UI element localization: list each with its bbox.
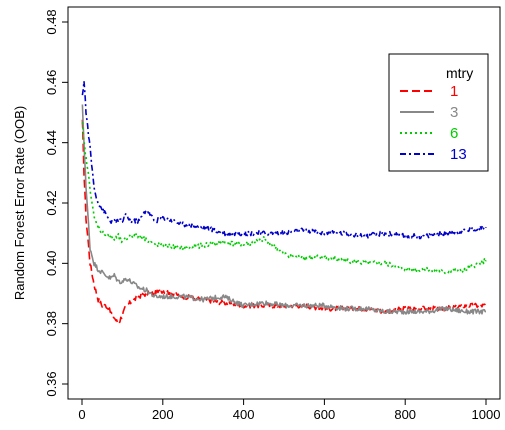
x-tick-label: 400 <box>233 407 255 422</box>
y-tick-label: 0.48 <box>44 9 59 34</box>
x-tick-label: 600 <box>314 407 336 422</box>
legend-label-3: 3 <box>450 104 458 121</box>
series-line-13 <box>81 80 487 240</box>
y-tick-label: 0.38 <box>44 311 59 336</box>
x-tick-label: 1000 <box>472 407 501 422</box>
y-tick-label: 0.36 <box>44 371 59 396</box>
y-axis-title: Random Forest Error Rate (OOB) <box>12 106 27 300</box>
y-tick-label: 0.44 <box>44 130 59 155</box>
legend-title: mtry <box>446 65 473 81</box>
legend-label-6: 6 <box>450 125 458 142</box>
series-layer <box>81 80 487 326</box>
y-tick-label: 0.42 <box>44 190 59 215</box>
x-tick-label: 800 <box>394 407 416 422</box>
y-tick-label: 0.40 <box>44 251 59 276</box>
x-tick-label: 0 <box>78 407 85 422</box>
y-axis: 0.36 0.38 0.40 0.42 0.44 0.46 0.48 <box>44 9 68 397</box>
series-line-3 <box>81 104 487 315</box>
y-tick-label: 0.46 <box>44 70 59 95</box>
legend-label-1: 1 <box>450 83 458 100</box>
x-tick-label: 200 <box>152 407 174 422</box>
legend-label-13: 13 <box>450 146 467 163</box>
x-axis: 0 200 400 600 800 1000 <box>78 399 500 422</box>
